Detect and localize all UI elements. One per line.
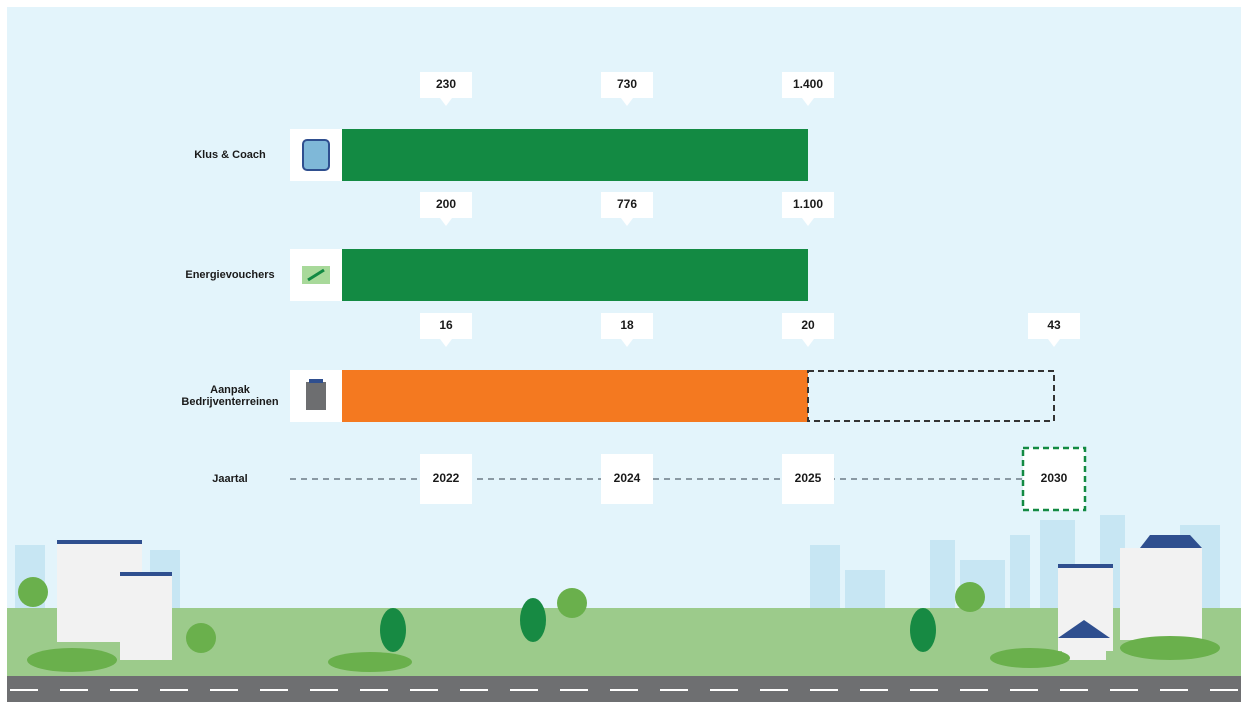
callout [601,313,653,347]
value-label: 16 [439,318,453,332]
value-label: 43 [1047,318,1061,332]
callout [601,72,653,106]
bar [342,129,808,181]
tick-box [782,454,834,504]
x-tick-label: 2022 [433,471,460,485]
value-label: 18 [620,318,634,332]
target-bar [807,370,1055,422]
bar [342,370,808,422]
tick-box-highlight [1021,446,1087,512]
callout [782,72,834,106]
value-label: 200 [436,197,456,211]
value-label: 1.100 [793,197,823,211]
value-label: 20 [801,318,815,332]
icon [302,139,330,171]
callout [782,313,834,347]
buildings [57,535,1202,660]
callout [601,192,653,226]
row-label: Aanpak Bedrijventerreinen [181,384,278,408]
callout [420,313,472,347]
icon [306,382,326,410]
sky [7,7,1241,702]
row-label: Klus & Coach [194,149,266,161]
x-tick-label: 2030 [1041,471,1068,485]
axis-label: Jaartal [212,473,247,485]
icon [307,268,325,282]
value-label: 1.400 [793,77,823,91]
callout [420,72,472,106]
icon [309,379,323,383]
callout [420,192,472,226]
tick-box [420,454,472,504]
callout [1028,313,1080,347]
value-label: 776 [617,197,637,211]
callout [782,192,834,226]
row-label: Energievouchers [185,269,274,281]
value-label: 730 [617,77,637,91]
tick-box [601,454,653,504]
x-tick-label: 2025 [795,471,822,485]
trees [18,577,1220,672]
x-tick-label: 2024 [614,471,641,485]
bar [342,249,808,301]
value-label: 230 [436,77,456,91]
